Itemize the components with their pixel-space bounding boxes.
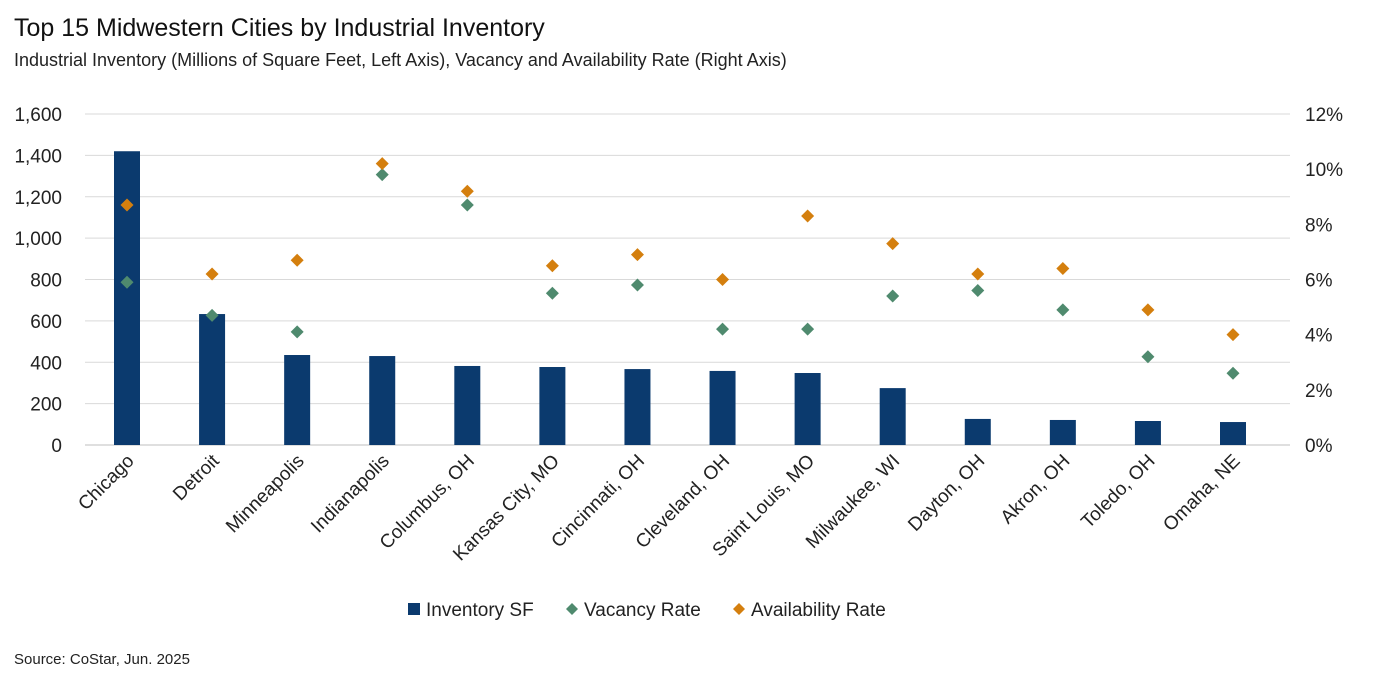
legend-label: Availability Rate [751,600,886,621]
bar-inventory [709,370,736,445]
point-availability-rate [375,157,389,171]
legend-marker-diamond [733,603,745,615]
source-note: Source: CoStar, Jun. 2025 [14,651,190,668]
left-axis-tick-label: 1,200 [14,188,62,209]
point-vacancy-rate [120,275,134,289]
bar-inventory [624,369,651,445]
right-axis-tick-label: 10% [1305,160,1343,181]
chart-title: Top 15 Midwestern Cities by Industrial I… [14,14,545,42]
bar-inventory [454,365,481,445]
point-vacancy-rate [290,325,304,339]
category-label: Indianapolis [307,451,394,538]
left-axis-tick-label: 0 [51,436,62,457]
bar-inventory [964,418,991,445]
right-axis-tick-label: 12% [1305,105,1343,126]
bar-inventory [1049,419,1076,445]
left-axis-tick-label: 1,600 [14,105,62,126]
point-availability-rate [290,253,304,267]
legend-marker-bar [408,603,420,615]
point-vacancy-rate [545,286,559,300]
point-availability-rate [460,184,474,198]
right-axis-tick-label: 8% [1305,215,1333,236]
point-vacancy-rate [1226,366,1240,380]
point-vacancy-rate [886,289,900,303]
point-vacancy-rate [801,322,815,336]
category-label: Omaha, NE [1159,451,1244,536]
point-availability-rate [801,209,815,223]
point-vacancy-rate [716,322,730,336]
right-axis-tick-label: 2% [1305,381,1333,402]
right-axis-tick-label: 6% [1305,271,1333,292]
bar-inventory [284,355,311,445]
point-vacancy-rate [630,278,644,292]
category-label: Chicago [74,451,138,515]
bar-inventory [1134,421,1161,445]
point-vacancy-rate [460,198,474,212]
point-vacancy-rate [971,284,985,298]
bar-inventory [199,314,226,445]
bar-inventory [369,356,396,445]
point-availability-rate [1226,328,1240,342]
right-axis-tick-label: 0% [1305,436,1333,457]
left-axis-tick-label: 400 [30,353,62,374]
bar-inventory [539,367,566,445]
bar-inventory [879,388,906,445]
point-availability-rate [630,248,644,262]
point-availability-rate [205,267,219,281]
right-axis-tick-label: 4% [1305,326,1333,347]
left-axis-tick-label: 600 [30,312,62,333]
category-label: Toledo, OH [1077,451,1159,533]
bar-inventory [794,373,821,445]
chart-subtitle: Industrial Inventory (Millions of Square… [14,50,787,70]
point-availability-rate [716,273,730,286]
left-axis-tick-label: 1,000 [14,229,62,250]
left-axis-tick-label: 1,400 [14,146,62,167]
legend-label: Vacancy Rate [584,600,701,621]
category-label: Dayton, OH [904,451,989,536]
left-axis-tick-label: 200 [30,395,62,416]
bar-inventory [1220,422,1246,445]
point-availability-rate [120,198,134,212]
point-availability-rate [545,259,559,273]
point-availability-rate [1141,303,1155,317]
point-availability-rate [971,267,985,281]
point-vacancy-rate [1056,303,1070,317]
category-label: Minneapolis [222,451,309,538]
category-label: Detroit [169,450,224,505]
left-axis-tick-label: 800 [30,271,62,292]
legend-label: Inventory SF [426,600,534,621]
point-vacancy-rate [205,308,219,322]
point-vacancy-rate [375,168,389,182]
point-availability-rate [1056,261,1070,275]
point-availability-rate [886,237,900,251]
point-vacancy-rate [1141,350,1155,364]
category-label: Akron, OH [997,451,1075,529]
legend-marker-diamond [566,603,578,615]
bar-inventory [114,151,140,446]
